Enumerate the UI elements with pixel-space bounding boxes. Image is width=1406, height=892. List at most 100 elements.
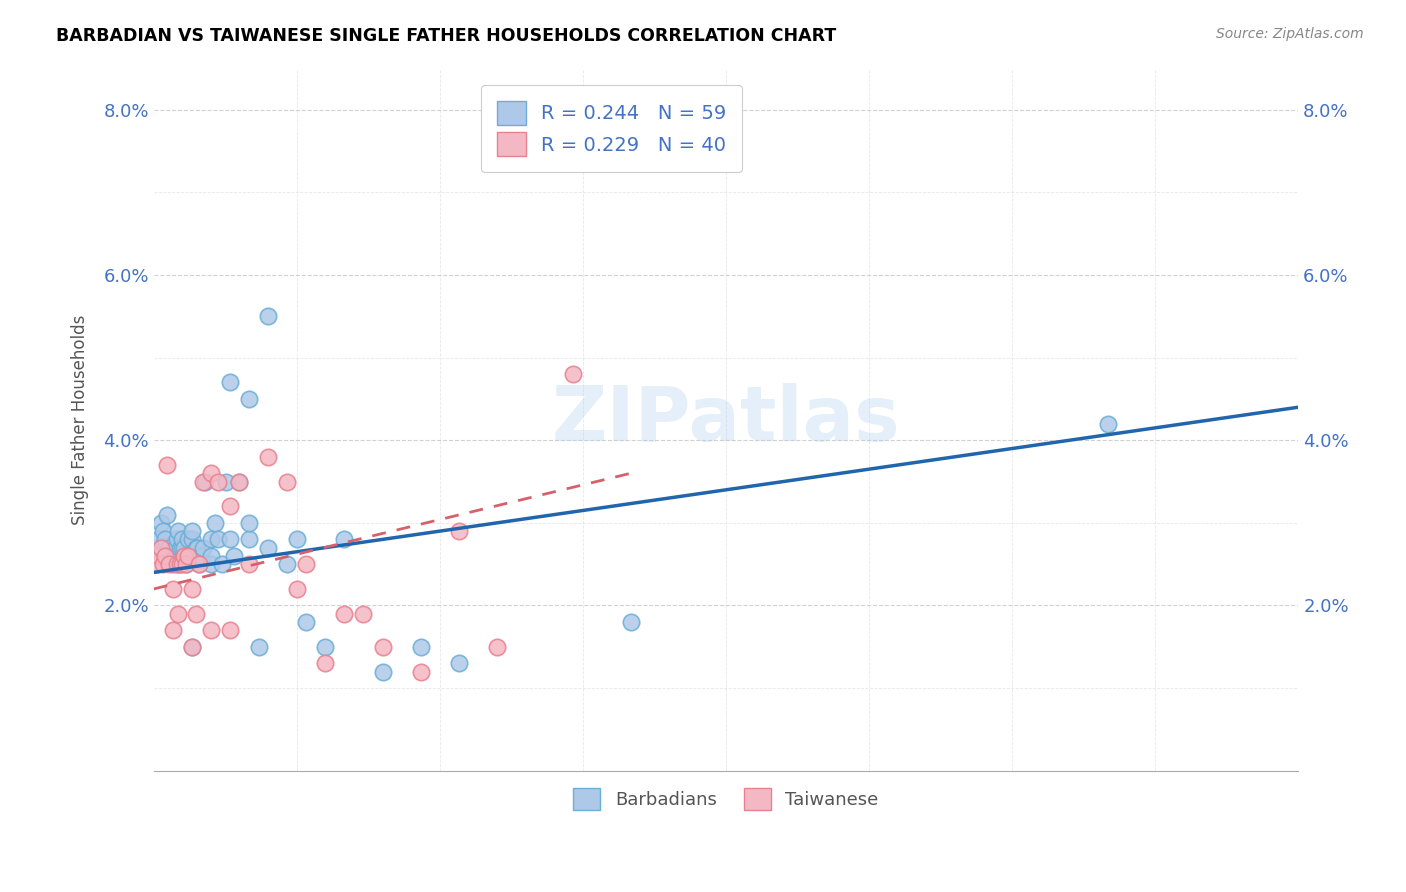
Point — [200, 557, 222, 571]
Point — [219, 500, 242, 514]
Point — [177, 533, 200, 547]
Point — [190, 549, 212, 563]
Point — [193, 541, 215, 555]
Point — [148, 533, 170, 547]
Point — [186, 541, 208, 555]
Point — [207, 475, 229, 489]
Point — [200, 533, 222, 547]
Point — [257, 310, 280, 324]
Point — [174, 557, 197, 571]
Point — [146, 557, 169, 571]
Point — [152, 557, 174, 571]
Point — [219, 533, 242, 547]
Point — [371, 640, 394, 654]
Point — [173, 541, 195, 555]
Point — [180, 640, 202, 654]
Point — [188, 557, 211, 571]
Point — [619, 615, 641, 629]
Point — [156, 458, 179, 472]
Point — [353, 607, 375, 621]
Point — [156, 508, 179, 522]
Point — [193, 475, 215, 489]
Point — [152, 524, 174, 538]
Point — [179, 549, 201, 563]
Point — [285, 533, 308, 547]
Point — [153, 549, 176, 563]
Point — [172, 541, 194, 555]
Point — [177, 549, 200, 563]
Point — [172, 557, 194, 571]
Point — [447, 524, 470, 538]
Point — [486, 640, 509, 654]
Point — [169, 541, 191, 555]
Point — [257, 450, 280, 464]
Point — [146, 541, 169, 555]
Point — [333, 533, 356, 547]
Point — [447, 657, 470, 671]
Point — [162, 624, 184, 638]
Point — [314, 657, 336, 671]
Point — [166, 533, 188, 547]
Point — [173, 549, 195, 563]
Point — [167, 549, 190, 563]
Point — [238, 516, 260, 530]
Point — [157, 557, 180, 571]
Point — [150, 516, 173, 530]
Point — [222, 549, 245, 563]
Point — [153, 533, 176, 547]
Point — [238, 392, 260, 406]
Point — [409, 665, 432, 679]
Point — [183, 549, 205, 563]
Point — [200, 624, 222, 638]
Point — [200, 467, 222, 481]
Point — [157, 541, 180, 555]
Point — [238, 557, 260, 571]
Point — [204, 516, 226, 530]
Point — [180, 533, 202, 547]
Point — [333, 607, 356, 621]
Point — [371, 665, 394, 679]
Point — [184, 607, 207, 621]
Point — [167, 524, 190, 538]
Point — [180, 524, 202, 538]
Point — [167, 607, 190, 621]
Point — [167, 557, 190, 571]
Point — [174, 557, 197, 571]
Point — [180, 640, 202, 654]
Point — [150, 541, 173, 555]
Point — [562, 367, 585, 381]
Point — [219, 624, 242, 638]
Legend: Barbadians, Taiwanese: Barbadians, Taiwanese — [560, 774, 893, 825]
Point — [276, 557, 298, 571]
Point — [169, 557, 191, 571]
Point — [200, 549, 222, 563]
Point — [247, 640, 270, 654]
Point — [276, 475, 298, 489]
Point — [211, 557, 233, 571]
Point — [295, 615, 318, 629]
Y-axis label: Single Father Households: Single Father Households — [72, 314, 89, 524]
Text: ZIPatlas: ZIPatlas — [551, 383, 900, 457]
Point — [166, 557, 188, 571]
Point — [180, 582, 202, 596]
Point — [184, 541, 207, 555]
Point — [162, 549, 184, 563]
Point — [215, 475, 238, 489]
Point — [285, 582, 308, 596]
Point — [163, 541, 186, 555]
Point — [295, 557, 318, 571]
Point — [162, 557, 184, 571]
Point — [162, 582, 184, 596]
Point — [172, 533, 194, 547]
Point — [194, 475, 217, 489]
Point — [219, 376, 242, 390]
Point — [409, 640, 432, 654]
Point — [257, 541, 280, 555]
Point — [1097, 417, 1119, 431]
Point — [173, 549, 195, 563]
Point — [188, 557, 211, 571]
Point — [228, 475, 250, 489]
Point — [314, 640, 336, 654]
Point — [207, 533, 229, 547]
Point — [148, 549, 170, 563]
